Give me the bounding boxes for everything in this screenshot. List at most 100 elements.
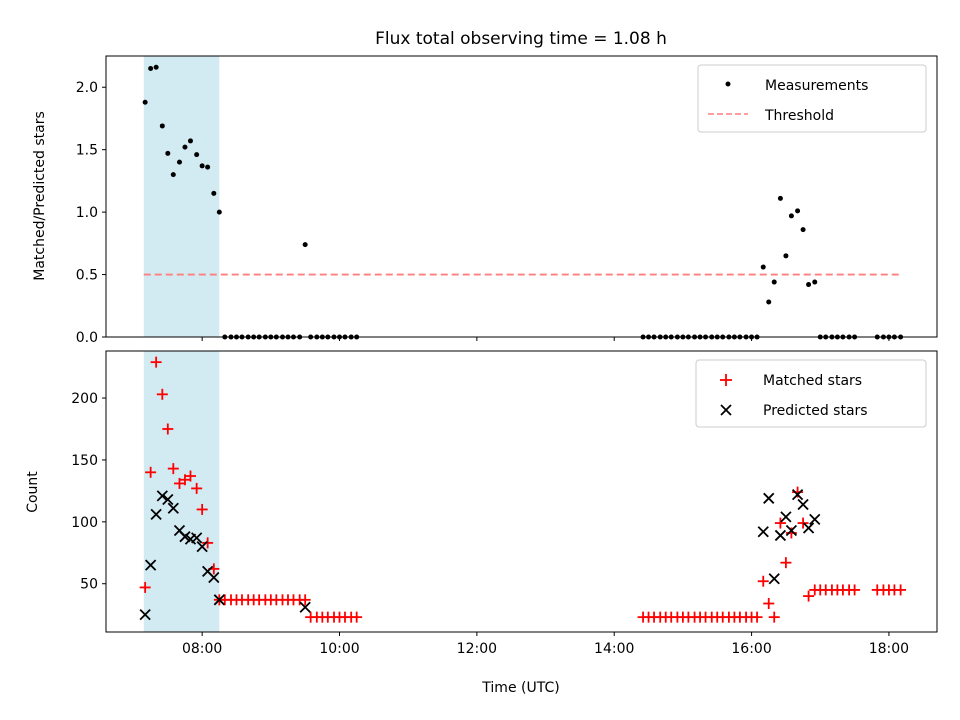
top-legend-box (697, 64, 927, 133)
bottom-y-tick-label: 150 (71, 453, 98, 469)
matched-point (202, 537, 214, 549)
x-tick-label: 10:00 (319, 641, 359, 657)
measurement-point (199, 163, 205, 169)
measurement-point (760, 264, 766, 270)
matched-point (196, 503, 208, 515)
matched-point (139, 581, 151, 593)
bottom-legend: Matched stars Predicted stars (695, 359, 927, 428)
x-tick-label: 12:00 (457, 641, 497, 657)
matched-point (797, 517, 809, 529)
measurement-point (205, 164, 211, 170)
predicted-point (167, 502, 179, 514)
predicted-point (191, 532, 203, 544)
measurement-point (165, 150, 171, 156)
top-y-tick-label: 1.0 (76, 205, 98, 221)
predicted-point (150, 508, 162, 521)
series-predicted-stars (139, 488, 821, 621)
legend-threshold-label: Threshold (764, 108, 834, 124)
predicted-point (145, 559, 157, 571)
matched-point (774, 517, 786, 529)
predicted-point (785, 524, 798, 537)
measurement-point (788, 213, 794, 219)
predicted-point (757, 526, 769, 538)
measurement-point (142, 99, 148, 105)
top-y-tick-label: 0.5 (76, 268, 98, 284)
predicted-point (763, 492, 775, 504)
measurement-point (182, 144, 188, 150)
measurement-point (812, 279, 818, 285)
bottom-highlight-span (143, 351, 220, 632)
measurement-point (795, 208, 801, 214)
matched-point (351, 611, 363, 623)
measurement-point (766, 299, 772, 305)
matched-point (162, 423, 174, 435)
matched-point (780, 557, 792, 569)
matched-point (785, 527, 797, 539)
measurement-point (159, 123, 165, 129)
x-tick-label: 14:00 (594, 641, 634, 657)
measurement-point (216, 209, 222, 215)
measurement-point (800, 227, 806, 233)
predicted-point (802, 522, 815, 534)
bottom-y-tick-label: 50 (80, 577, 98, 593)
measurement-point (211, 190, 217, 196)
top-y-axis-label: Matched/Predicted stars (32, 111, 48, 281)
legend-measurements-marker (725, 81, 731, 87)
measurement-point (806, 282, 812, 288)
predicted-point (780, 511, 792, 523)
predicted-point (179, 531, 191, 543)
measurement-point (194, 152, 200, 158)
legend-predicted-marker (720, 404, 732, 416)
x-tick-label: 08:00 (182, 641, 222, 657)
top-y-tick-label: 2.0 (76, 80, 98, 96)
bottom-panel: 50 100 150 200 08:00 10:00 12:00 14:00 16:00 18:… (25, 350, 938, 696)
legend-matched-marker (720, 374, 732, 386)
legend-measurements-label: Measurements (765, 78, 868, 94)
x-axis-label: Time (UTC) (481, 680, 559, 696)
matched-point (191, 482, 203, 494)
matched-point (156, 388, 168, 400)
bottom-y-axis-label: Count (25, 471, 41, 513)
matched-point (757, 575, 769, 587)
predicted-point (196, 540, 208, 553)
measurement-point (176, 159, 182, 165)
measurement-point (777, 195, 783, 201)
predicted-point (791, 488, 804, 501)
matched-point (792, 486, 804, 498)
legend-predicted-label: Predicted stars (763, 403, 868, 419)
measurement-point (170, 172, 176, 178)
matched-point (768, 611, 780, 623)
matched-point (763, 598, 775, 610)
predicted-point (774, 529, 787, 542)
matched-point (150, 356, 162, 368)
matched-point (167, 463, 179, 475)
top-highlight-span (143, 56, 220, 337)
bottom-y-tick-label: 100 (71, 515, 98, 531)
predicted-point (797, 498, 809, 511)
top-y-tick-label: 0.0 (76, 330, 98, 346)
x-tick-label: 16:00 (731, 641, 771, 657)
predicted-point (208, 571, 220, 584)
measurement-point (153, 64, 159, 70)
matched-point (751, 611, 763, 623)
predicted-point (299, 601, 311, 613)
measurement-point (187, 138, 193, 144)
predicted-point (156, 490, 168, 502)
matched-point (849, 584, 861, 596)
measurement-point (302, 242, 308, 248)
top-axes-frame (105, 55, 938, 338)
bottom-legend-box (695, 359, 927, 428)
predicted-point (768, 573, 780, 585)
measurement-point (783, 253, 789, 259)
predicted-point (213, 594, 225, 606)
measurement-point (148, 65, 154, 71)
predicted-point (809, 513, 821, 525)
measurement-point (771, 279, 777, 285)
matched-point (895, 584, 907, 596)
matched-point (184, 470, 196, 482)
top-panel: 0.00.51.01.52.0 Matched/Predicted stars … (32, 55, 938, 346)
matched-point (299, 594, 311, 606)
figure-title: Flux total observing time = 1.08 h (375, 29, 667, 49)
top-y-tick-label: 1.5 (76, 143, 98, 159)
